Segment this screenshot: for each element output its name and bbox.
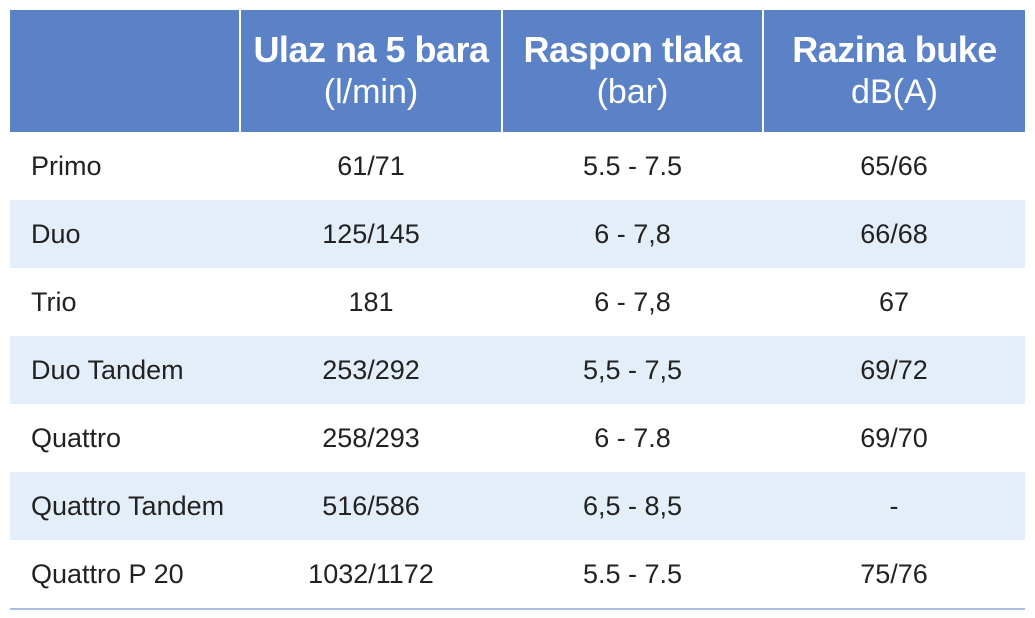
header-cell-noise: Razina buke dB(A) [763, 10, 1025, 132]
cell-noise: 66/68 [763, 200, 1025, 268]
table-row: Trio 181 6 - 7,8 67 [10, 268, 1025, 336]
table-row: Duo 125/145 6 - 7,8 66/68 [10, 200, 1025, 268]
cell-model: Primo [10, 132, 240, 200]
cell-flow: 181 [240, 268, 502, 336]
table-row: Quattro P 20 1032/1172 5.5 - 7.5 75/76 [10, 540, 1025, 608]
cell-model: Quattro P 20 [10, 540, 240, 608]
cell-noise: 67 [763, 268, 1025, 336]
cell-model: Trio [10, 268, 240, 336]
cell-flow: 253/292 [240, 336, 502, 404]
cell-pressure: 6 - 7,8 [502, 268, 763, 336]
table-row: Quattro Tandem 516/586 6,5 - 8,5 - [10, 472, 1025, 540]
cell-pressure: 6,5 - 8,5 [502, 472, 763, 540]
cell-pressure: 6 - 7.8 [502, 404, 763, 472]
cell-model: Quattro [10, 404, 240, 472]
header-noise-unit: dB(A) [851, 73, 938, 111]
cell-noise: 69/70 [763, 404, 1025, 472]
cell-pressure: 6 - 7,8 [502, 200, 763, 268]
cell-pressure: 5,5 - 7,5 [502, 336, 763, 404]
cell-noise: 75/76 [763, 540, 1025, 608]
spec-table: Ulaz na 5 bara (l/min) Raspon tlaka (bar… [10, 10, 1025, 608]
cell-pressure: 5.5 - 7.5 [502, 540, 763, 608]
table-row: Duo Tandem 253/292 5,5 - 7,5 69/72 [10, 336, 1025, 404]
table-row: Quattro 258/293 6 - 7.8 69/70 [10, 404, 1025, 472]
header-cell-model [10, 10, 241, 132]
header-pressure-title: Raspon tlaka [523, 29, 742, 70]
table-bottom-rule [10, 608, 1025, 610]
cell-pressure: 5.5 - 7.5 [502, 132, 763, 200]
cell-model: Quattro Tandem [10, 472, 240, 540]
cell-noise: - [763, 472, 1025, 540]
cell-flow: 125/145 [240, 200, 502, 268]
header-row: Ulaz na 5 bara (l/min) Raspon tlaka (bar… [10, 10, 1025, 132]
header-cell-pressure: Raspon tlaka (bar) [502, 10, 764, 132]
cell-flow: 258/293 [240, 404, 502, 472]
cell-noise: 69/72 [763, 336, 1025, 404]
header-noise-title: Razina buke [792, 29, 997, 70]
cell-noise: 65/66 [763, 132, 1025, 200]
table-header: Ulaz na 5 bara (l/min) Raspon tlaka (bar… [10, 10, 1025, 132]
header-cell-flow: Ulaz na 5 bara (l/min) [240, 10, 503, 132]
cell-model: Duo Tandem [10, 336, 240, 404]
cell-flow: 61/71 [240, 132, 502, 200]
table-row: Primo 61/71 5.5 - 7.5 65/66 [10, 132, 1025, 200]
cell-flow: 1032/1172 [240, 540, 502, 608]
spec-table-container: Ulaz na 5 bara (l/min) Raspon tlaka (bar… [10, 10, 1025, 610]
cell-flow: 516/586 [240, 472, 502, 540]
header-pressure-unit: (bar) [596, 73, 669, 111]
header-flow-unit: (l/min) [323, 73, 419, 111]
header-flow-title: Ulaz na 5 bara [253, 29, 489, 70]
cell-model: Duo [10, 200, 240, 268]
table-body: Primo 61/71 5.5 - 7.5 65/66 Duo 125/145 … [10, 132, 1025, 608]
